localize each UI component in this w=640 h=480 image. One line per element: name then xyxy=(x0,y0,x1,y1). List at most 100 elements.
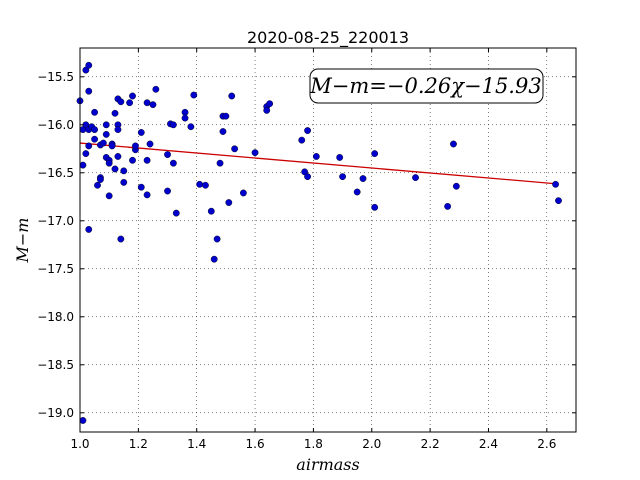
data-point xyxy=(172,209,180,217)
data-point xyxy=(263,107,271,114)
fit-line xyxy=(79,142,559,185)
data-point xyxy=(99,139,107,147)
data-point xyxy=(304,127,311,134)
y-tick-label: −17.0 xyxy=(37,214,74,228)
data-point xyxy=(222,112,230,120)
data-point xyxy=(111,109,119,117)
data-point xyxy=(452,182,460,190)
data-point xyxy=(412,174,419,182)
data-point xyxy=(91,126,98,134)
data-point xyxy=(164,187,171,195)
data-point xyxy=(187,123,195,131)
data-point xyxy=(190,91,198,99)
x-tick-label: 1.8 xyxy=(304,437,323,451)
data-point xyxy=(312,153,320,160)
data-point xyxy=(120,178,128,186)
data-point xyxy=(353,188,361,196)
data-point xyxy=(105,192,113,200)
data-point xyxy=(251,149,259,157)
x-tick-label: 1.0 xyxy=(70,437,89,451)
data-point xyxy=(85,226,93,233)
data-points xyxy=(76,61,562,424)
data-point xyxy=(444,202,452,210)
data-point xyxy=(207,207,215,215)
data-point xyxy=(210,255,218,263)
data-point xyxy=(298,136,306,144)
data-point xyxy=(149,101,157,109)
data-point xyxy=(359,175,367,182)
data-point xyxy=(91,108,98,116)
data-point xyxy=(164,151,171,158)
data-point xyxy=(91,135,98,143)
x-tick-label: 1.2 xyxy=(129,437,148,451)
data-point xyxy=(126,99,134,107)
data-point xyxy=(169,121,177,129)
x-tick-label: 2.4 xyxy=(479,437,498,451)
grid xyxy=(79,48,576,432)
data-point xyxy=(129,92,136,100)
data-point xyxy=(219,128,227,135)
x-axis-label: airmass xyxy=(296,455,359,474)
data-point xyxy=(169,159,177,167)
data-point xyxy=(228,92,236,100)
fit-annotation: M−m=−0.26χ−15.93 xyxy=(309,68,544,104)
y-tick-label: −16.0 xyxy=(37,118,74,132)
data-point xyxy=(181,108,189,116)
data-point xyxy=(114,126,122,134)
y-tick-label: −19.0 xyxy=(37,406,74,420)
data-point xyxy=(85,87,93,95)
data-point xyxy=(120,167,128,175)
data-point xyxy=(117,235,125,243)
data-point xyxy=(102,130,110,138)
x-tick-label: 1.6 xyxy=(246,437,265,451)
annotation-text: M−m=−0.26χ−15.93 xyxy=(309,74,541,98)
y-tick-label: −18.5 xyxy=(37,358,74,372)
axis-ticks: 1.0 1.2 1.4 1.6 1.8 2.0 2.2 2.4 2.6 −15.5 −16.0 −16… xyxy=(37,48,576,451)
data-point xyxy=(143,156,151,164)
data-point xyxy=(239,189,247,197)
data-point xyxy=(105,159,113,167)
data-point xyxy=(213,235,221,243)
y-axis-label: M−m xyxy=(13,218,32,264)
x-tick-label: 1.4 xyxy=(187,437,206,451)
data-point xyxy=(231,145,239,153)
data-point xyxy=(266,100,274,108)
plot-area xyxy=(80,48,576,432)
data-point xyxy=(82,150,90,158)
data-point xyxy=(371,203,379,211)
x-tick-label: 2.2 xyxy=(421,437,440,451)
y-tick-label: −18.0 xyxy=(37,310,74,324)
data-point xyxy=(132,142,139,150)
data-point xyxy=(85,61,93,69)
data-point xyxy=(137,129,145,136)
x-tick-label: 2.6 xyxy=(537,437,556,451)
data-point xyxy=(371,150,379,158)
data-point xyxy=(79,161,87,169)
data-point xyxy=(450,140,457,148)
data-point xyxy=(94,181,101,189)
data-point xyxy=(114,153,122,160)
data-point xyxy=(555,197,562,205)
data-point xyxy=(85,142,93,150)
data-point xyxy=(111,165,119,173)
data-point xyxy=(108,142,116,150)
data-point xyxy=(216,159,224,167)
data-point xyxy=(339,173,346,181)
data-point xyxy=(117,98,125,106)
data-point xyxy=(137,183,145,191)
data-point xyxy=(146,140,154,148)
annotation-box xyxy=(309,68,544,104)
data-point xyxy=(202,181,209,189)
data-point xyxy=(196,180,204,188)
data-point xyxy=(336,154,344,161)
chart-title: 2020-08-25_220013 xyxy=(247,28,409,48)
data-point xyxy=(225,199,233,206)
data-point xyxy=(97,176,104,183)
data-point xyxy=(102,121,110,129)
y-tick-label: −17.5 xyxy=(37,262,74,276)
x-tick-label: 2.0 xyxy=(362,437,381,451)
data-point xyxy=(79,417,87,424)
data-point xyxy=(143,99,151,107)
y-tick-label: −16.5 xyxy=(37,166,74,180)
